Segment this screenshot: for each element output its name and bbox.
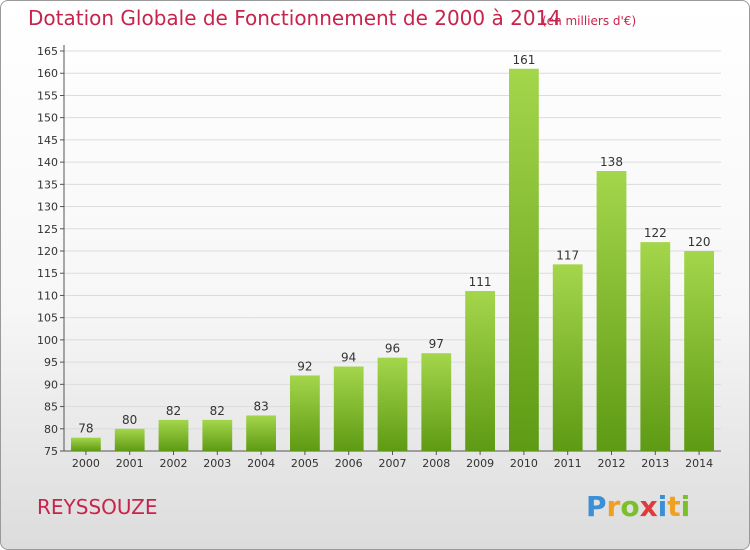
data-label-2012: 138 bbox=[600, 155, 623, 169]
data-label-2011: 117 bbox=[556, 248, 579, 262]
chart-title: Dotation Globale de Fonctionnement de 20… bbox=[28, 6, 561, 30]
bar-2001 bbox=[114, 428, 145, 451]
y-tick-label: 165 bbox=[37, 45, 58, 58]
x-tick-label: 2003 bbox=[203, 457, 231, 470]
commune-name: REYSSOUZE bbox=[37, 495, 158, 519]
data-label-2013: 122 bbox=[644, 226, 667, 240]
y-tick-label: 100 bbox=[37, 334, 58, 347]
y-tick-label: 135 bbox=[37, 178, 58, 191]
y-tick-label: 130 bbox=[37, 201, 58, 214]
x-tick-label: 2002 bbox=[160, 457, 188, 470]
y-tick-label: 115 bbox=[37, 267, 58, 280]
data-labels: 78 80 82 82 83 92 94 96 97 111 161 117 138 122 120 bbox=[78, 53, 710, 436]
data-label-2002: 82 bbox=[166, 404, 181, 418]
chart-subtitle: (en milliers d'€) bbox=[542, 14, 637, 28]
y-tick-label: 145 bbox=[37, 134, 58, 147]
data-label-2007: 96 bbox=[385, 342, 400, 356]
data-label-2008: 97 bbox=[429, 337, 444, 351]
bar-2002 bbox=[158, 419, 189, 451]
bar-2010 bbox=[509, 68, 539, 452]
x-tick-label: 2013 bbox=[641, 457, 669, 470]
y-tick-label: 155 bbox=[37, 89, 58, 102]
x-tick-label: 2011 bbox=[554, 457, 582, 470]
x-tick-label: 2012 bbox=[598, 457, 626, 470]
x-tick-label: 2000 bbox=[72, 457, 100, 470]
data-label-2003: 82 bbox=[210, 404, 225, 418]
bar-2014 bbox=[684, 251, 714, 451]
y-tick-label: 90 bbox=[44, 378, 58, 391]
bar-2007 bbox=[377, 357, 408, 451]
data-label-2014: 120 bbox=[688, 235, 711, 249]
x-tick-label: 2014 bbox=[685, 457, 713, 470]
x-tick-label: 2004 bbox=[247, 457, 275, 470]
x-tick-label: 2009 bbox=[466, 457, 494, 470]
y-tick-label: 160 bbox=[37, 67, 58, 80]
data-label-2006: 94 bbox=[341, 351, 356, 365]
data-label-2010: 161 bbox=[512, 53, 535, 67]
x-tick-label: 2001 bbox=[116, 457, 144, 470]
svg-text:Proxiti: Proxiti bbox=[586, 490, 690, 523]
bar-2005 bbox=[290, 375, 320, 451]
bar-2011 bbox=[552, 264, 583, 451]
x-tick-label: 2008 bbox=[422, 457, 450, 470]
x-tick-label: 2010 bbox=[510, 457, 538, 470]
bar-2000 bbox=[71, 437, 101, 451]
bar-2004 bbox=[246, 415, 276, 451]
y-tick-label: 110 bbox=[37, 289, 58, 302]
bars bbox=[71, 68, 714, 452]
y-tick-label: 95 bbox=[44, 356, 58, 369]
bar-2006 bbox=[333, 366, 364, 451]
y-tick-label: 125 bbox=[37, 223, 58, 236]
x-tick-label: 2007 bbox=[379, 457, 407, 470]
bar-2009 bbox=[465, 291, 495, 451]
bar-2003 bbox=[202, 419, 233, 451]
y-tick-label: 150 bbox=[37, 112, 58, 125]
x-tick-label: 2005 bbox=[291, 457, 319, 470]
proxiti-logo: Proxiti bbox=[586, 490, 690, 523]
data-label-2004: 83 bbox=[253, 399, 268, 413]
x-tick-label: 2006 bbox=[335, 457, 363, 470]
bar-2012 bbox=[596, 171, 627, 451]
data-label-2005: 92 bbox=[297, 359, 312, 373]
y-tick-label: 85 bbox=[44, 401, 58, 414]
data-label-2001: 80 bbox=[122, 413, 137, 427]
y-tick-label: 75 bbox=[44, 445, 58, 458]
y-tick-label: 105 bbox=[37, 312, 58, 325]
y-tick-label: 140 bbox=[37, 156, 58, 169]
data-label-2000: 78 bbox=[78, 422, 93, 436]
bar-2008 bbox=[421, 353, 452, 451]
axes: 75 80 85 90 95 100 105 110 115 120 125 130 135 140 145… bbox=[37, 45, 721, 470]
data-label-2009: 111 bbox=[469, 275, 492, 289]
y-tick-label: 80 bbox=[44, 423, 58, 436]
bar-2013 bbox=[640, 242, 671, 451]
y-tick-label: 120 bbox=[37, 245, 58, 258]
